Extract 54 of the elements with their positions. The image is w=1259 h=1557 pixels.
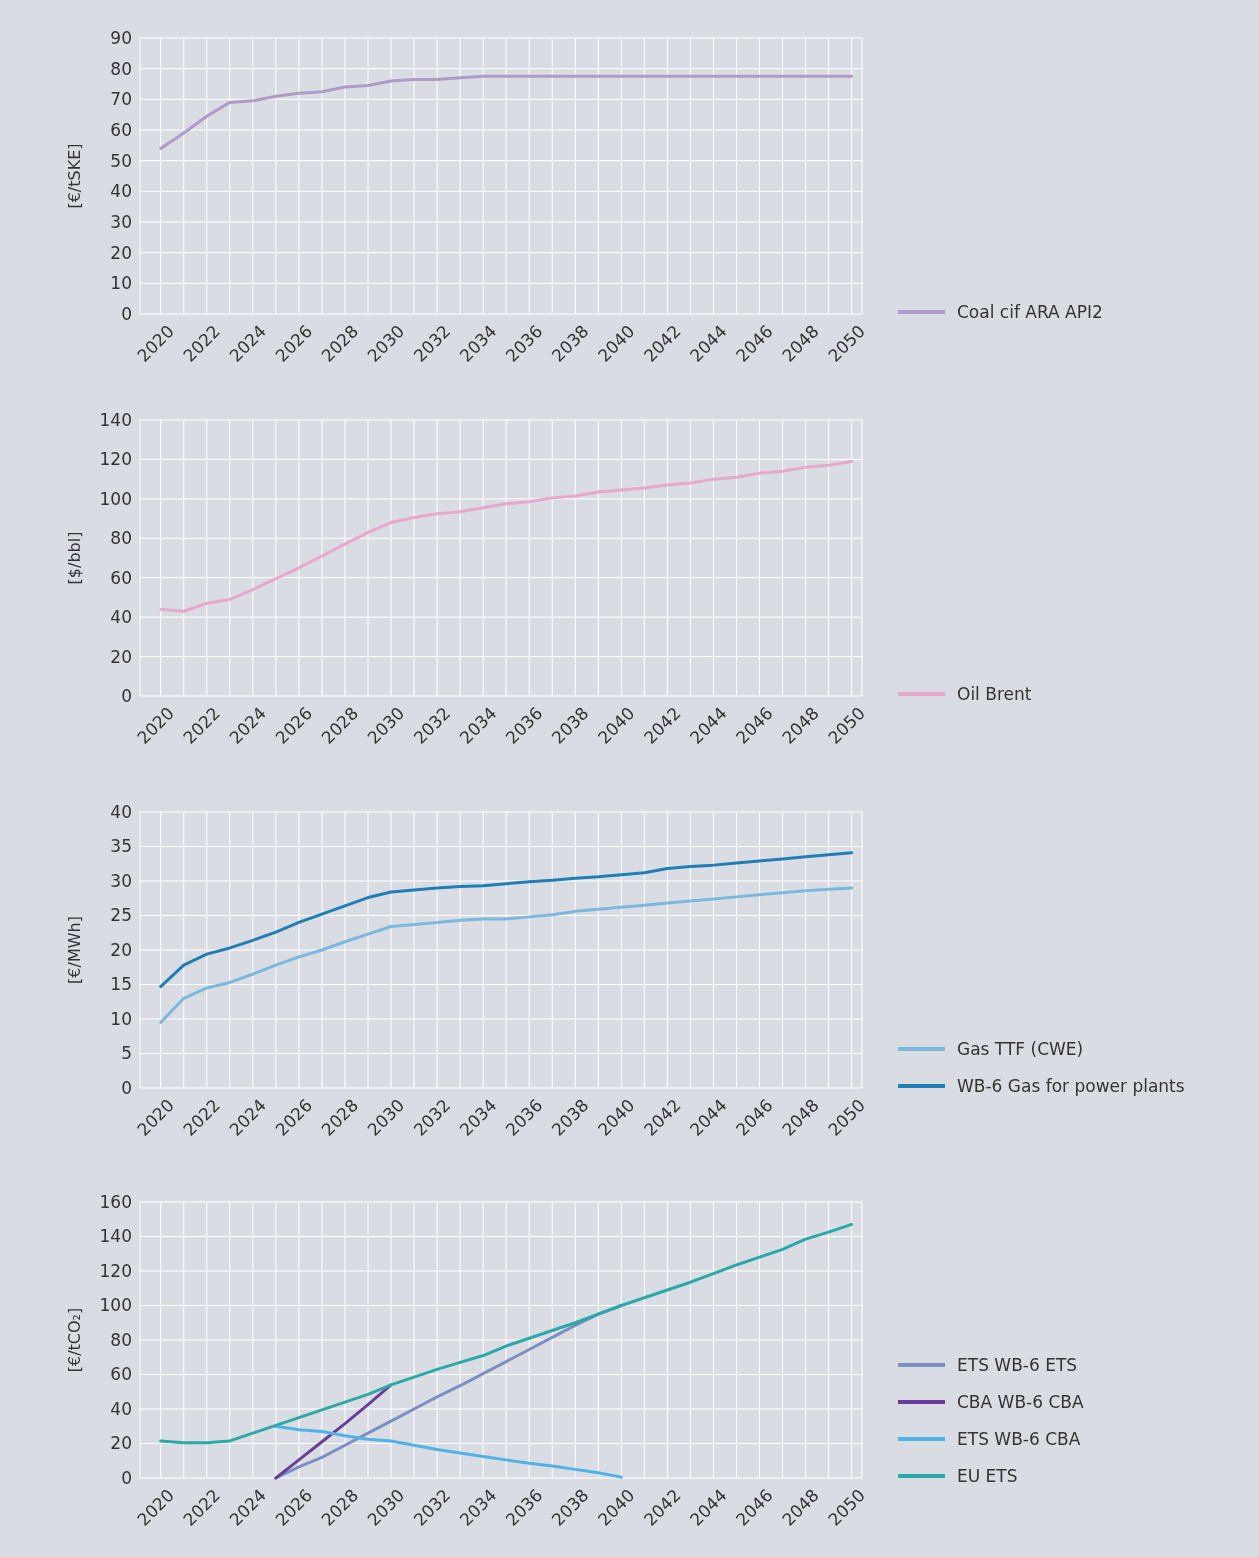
y-tick-label: 40: [110, 181, 132, 202]
y-tick-label: 10: [110, 1008, 132, 1029]
y-axis-title: [€/MWh]: [65, 916, 84, 984]
y-tick-label: 10: [110, 273, 132, 294]
line-series: [274, 1424, 623, 1479]
legend-label: Gas TTF (CWE): [957, 1038, 1084, 1059]
y-tick-label: 80: [110, 58, 132, 79]
legend-label: Coal cif ARA API2: [957, 301, 1103, 322]
y-tick-label: 120: [99, 449, 132, 470]
y-tick-label: 0: [121, 1467, 132, 1488]
y-tick-label: 15: [110, 974, 132, 995]
y-tick-label: 80: [110, 528, 132, 549]
y-tick-label: 35: [110, 836, 132, 857]
legend-label: Oil Brent: [957, 683, 1032, 704]
line-series: [159, 459, 854, 613]
line-series: [159, 886, 854, 1024]
y-tick-label: 0: [121, 303, 132, 324]
y-tick-label: 40: [110, 1398, 132, 1419]
y-axis-title: [€/tSKE]: [65, 143, 84, 209]
y-tick-label: 100: [99, 488, 132, 509]
y-tick-label: 20: [110, 1433, 132, 1454]
y-tick-label: 60: [110, 1364, 132, 1385]
legend-label: ETS WB-6 ETS: [957, 1354, 1078, 1375]
y-tick-label: 120: [99, 1260, 132, 1281]
y-tick-label: 25: [110, 905, 132, 926]
line-series: [159, 74, 854, 150]
y-tick-label: 140: [99, 1226, 132, 1247]
legend-label: EU ETS: [957, 1465, 1018, 1486]
y-tick-label: 20: [110, 242, 132, 263]
line-series: [159, 1222, 854, 1445]
y-tick-label: 50: [110, 150, 132, 171]
y-tick-label: 30: [110, 211, 132, 232]
y-tick-label: 140: [99, 409, 132, 430]
y-tick-label: 60: [110, 119, 132, 140]
y-tick-label: 90: [110, 27, 132, 48]
y-tick-label: 30: [110, 870, 132, 891]
y-tick-label: 60: [110, 567, 132, 588]
legend-label: ETS WB-6 CBA: [957, 1428, 1081, 1449]
y-tick-label: 160: [99, 1191, 132, 1212]
legend-label: CBA WB-6 CBA: [957, 1391, 1084, 1412]
y-tick-label: 40: [110, 607, 132, 628]
y-tick-label: 20: [110, 646, 132, 667]
legend-label: WB-6 Gas for power plants: [957, 1075, 1185, 1096]
y-tick-label: 0: [121, 685, 132, 706]
y-tick-label: 70: [110, 89, 132, 110]
y-tick-label: 20: [110, 939, 132, 960]
y-tick-label: 5: [121, 1043, 132, 1064]
y-axis-title: [$/bbl]: [65, 531, 84, 585]
y-tick-label: 40: [110, 801, 132, 822]
y-axis-title: [€/tCO₂]: [65, 1307, 84, 1373]
line-series: [159, 851, 854, 989]
y-tick-label: 0: [121, 1077, 132, 1098]
y-tick-label: 80: [110, 1329, 132, 1350]
y-tick-label: 100: [99, 1295, 132, 1316]
